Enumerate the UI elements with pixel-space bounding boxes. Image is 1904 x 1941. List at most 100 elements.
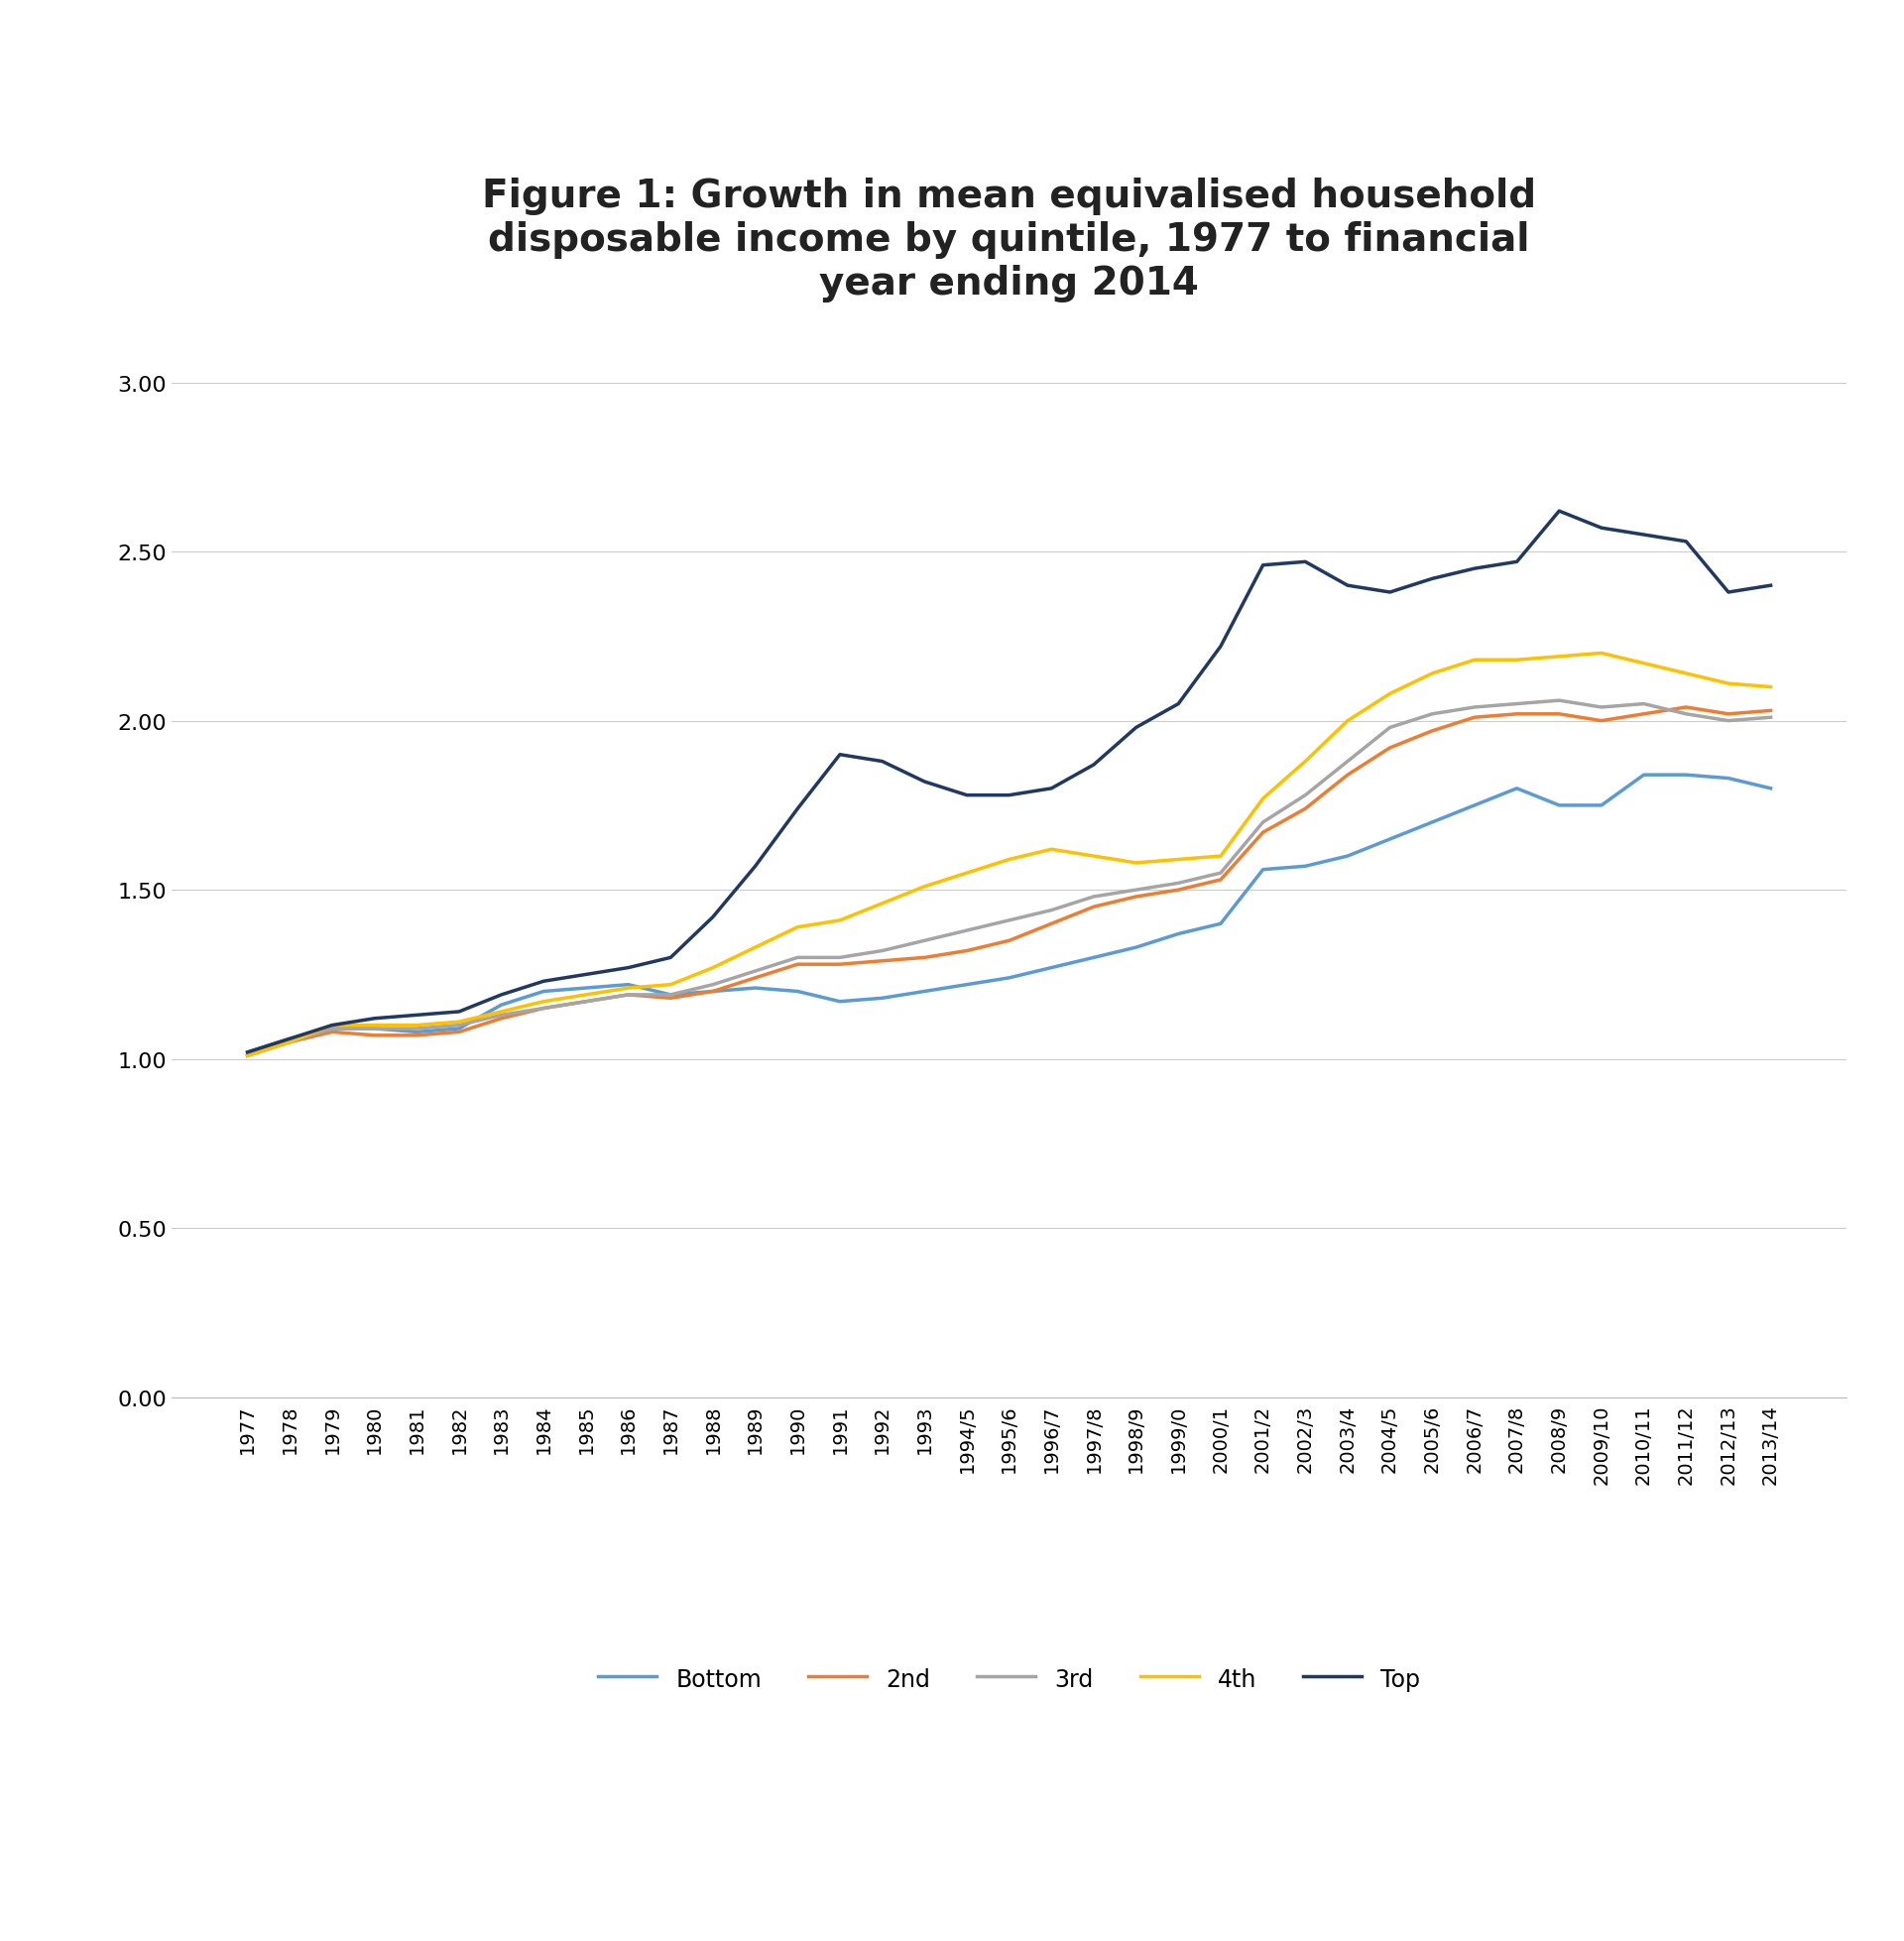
2nd	[533, 998, 556, 1021]
4th	[1506, 648, 1529, 672]
Top	[828, 743, 851, 767]
3rd	[744, 961, 767, 984]
3rd	[659, 984, 682, 1007]
3rd	[1040, 899, 1062, 922]
3rd	[617, 984, 640, 1007]
2nd	[1295, 798, 1318, 821]
Top	[1462, 557, 1485, 580]
4th	[786, 916, 809, 939]
2nd	[1590, 710, 1613, 734]
2nd	[1420, 720, 1443, 743]
3rd	[533, 998, 556, 1021]
Top	[1717, 580, 1740, 604]
3rd	[1378, 716, 1401, 740]
3rd	[447, 1013, 470, 1036]
3rd	[1251, 811, 1274, 835]
4th	[914, 875, 937, 899]
4th	[1081, 844, 1104, 868]
2nd	[1676, 697, 1698, 720]
2nd	[575, 990, 598, 1013]
2nd	[1632, 703, 1655, 726]
Top	[1548, 501, 1571, 524]
4th	[1125, 852, 1148, 875]
3rd	[1590, 697, 1613, 720]
Bottom	[1378, 829, 1401, 852]
Bottom	[1676, 763, 1698, 786]
Bottom	[1125, 936, 1148, 959]
Bottom	[1081, 947, 1104, 970]
Top	[1506, 551, 1529, 575]
Bottom	[489, 994, 512, 1017]
2nd	[489, 1007, 512, 1031]
4th	[744, 936, 767, 959]
4th	[870, 893, 893, 916]
Line: 2nd: 2nd	[248, 708, 1771, 1056]
3rd	[489, 1003, 512, 1027]
Top	[489, 984, 512, 1007]
3rd	[1337, 751, 1359, 774]
2nd	[406, 1025, 428, 1048]
Top	[1337, 575, 1359, 598]
3rd	[236, 1044, 259, 1068]
Top	[1759, 575, 1782, 598]
4th	[364, 1013, 387, 1036]
4th	[617, 976, 640, 1000]
2nd	[447, 1021, 470, 1044]
Bottom	[659, 984, 682, 1007]
2nd	[659, 986, 682, 1009]
Bottom	[1167, 922, 1190, 945]
4th	[406, 1013, 428, 1036]
Bottom	[575, 976, 598, 1000]
Bottom	[1040, 957, 1062, 980]
4th	[1295, 751, 1318, 774]
Bottom	[1337, 844, 1359, 868]
4th	[956, 862, 979, 885]
Top	[236, 1040, 259, 1064]
Top	[278, 1027, 301, 1050]
4th	[1378, 683, 1401, 707]
4th	[1590, 642, 1613, 666]
Top	[1378, 580, 1401, 604]
Bottom	[447, 1017, 470, 1040]
2nd	[1378, 738, 1401, 761]
2nd	[1548, 703, 1571, 726]
Top	[786, 798, 809, 821]
3rd	[1462, 697, 1485, 720]
Top	[364, 1007, 387, 1031]
Bottom	[956, 972, 979, 996]
Bottom	[786, 980, 809, 1003]
Bottom	[701, 980, 724, 1003]
4th	[1759, 675, 1782, 699]
Top	[1420, 567, 1443, 590]
3rd	[278, 1031, 301, 1054]
2nd	[744, 967, 767, 990]
3rd	[1632, 693, 1655, 716]
Bottom	[617, 972, 640, 996]
4th	[320, 1013, 343, 1036]
4th	[1632, 652, 1655, 675]
4th	[701, 957, 724, 980]
Bottom	[278, 1027, 301, 1050]
Top	[617, 957, 640, 980]
2nd	[617, 984, 640, 1007]
Top	[1081, 753, 1104, 776]
4th	[447, 1011, 470, 1035]
2nd	[1167, 879, 1190, 903]
2nd	[1506, 703, 1529, 726]
2nd	[701, 980, 724, 1003]
4th	[828, 908, 851, 932]
2nd	[1251, 821, 1274, 844]
Top	[1251, 553, 1274, 576]
3rd	[320, 1017, 343, 1040]
3rd	[870, 939, 893, 963]
3rd	[1295, 784, 1318, 807]
2nd	[1337, 763, 1359, 786]
2nd	[236, 1044, 259, 1068]
2nd	[786, 953, 809, 976]
4th	[1420, 662, 1443, 685]
Top	[447, 1000, 470, 1023]
4th	[533, 990, 556, 1013]
3rd	[575, 990, 598, 1013]
4th	[1717, 672, 1740, 695]
Line: 3rd: 3rd	[248, 701, 1771, 1056]
